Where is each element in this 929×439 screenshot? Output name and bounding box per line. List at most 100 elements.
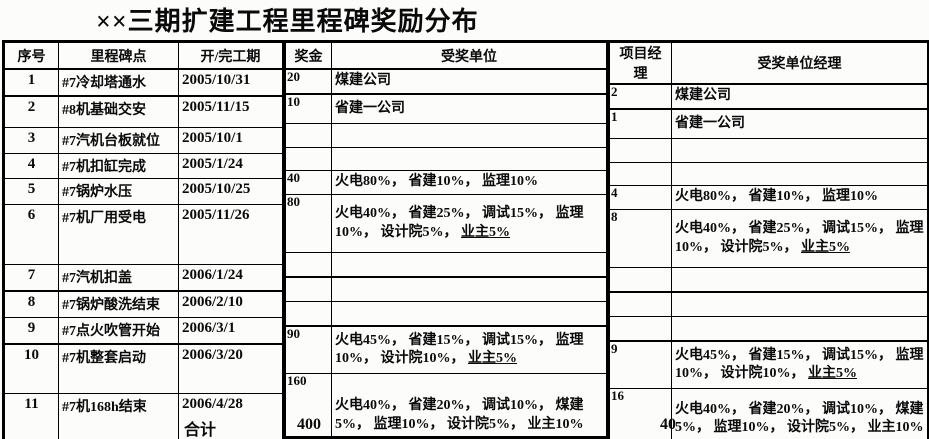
date-cell: 2005/11/26 <box>178 204 284 265</box>
unit-cell <box>331 252 608 278</box>
table-row <box>608 316 929 342</box>
mgr-text-underlined: 业主5% <box>808 366 857 381</box>
unit-cell: 火电80%， 省建10%， 监理10% <box>331 170 608 195</box>
table-row <box>284 301 608 327</box>
unit-cell: 火电45%， 省建15%， 调试15%， 监理10%， 设计院10%， 业主5% <box>331 325 608 374</box>
table-row: 4 #7机扣缸完成 2005/1/24 <box>3 153 284 179</box>
unit-cell: 煤建公司 <box>331 68 608 95</box>
pm-bonus-cell: 9 <box>608 340 672 389</box>
milestone-cell: #7机整套启动 <box>58 343 179 394</box>
unit-cell <box>331 301 608 327</box>
table-row <box>608 162 929 186</box>
row-number-cell: 11 <box>3 393 59 439</box>
table-row: 5 #7锅炉水压 2005/10/25 <box>3 178 284 205</box>
header-unit-mgr: 受奖单位经理 <box>671 41 929 85</box>
mgr-text-underlined: 业主5% <box>801 239 850 255</box>
mgr-text: 煤建公司 <box>675 88 731 104</box>
row-number-cell: 4 <box>3 153 59 179</box>
header-unit: 受奖单位 <box>331 41 608 70</box>
table-row: 16 火电40%， 省建20%， 调试10%， 煤建5%， 监理10%， 设计院5… <box>608 388 929 439</box>
mgr-cell: 火电80%， 省建10%， 监理10% <box>671 185 929 210</box>
row-number-cell: 9 <box>3 317 59 345</box>
row-number-cell: 7 <box>3 264 59 292</box>
bonus-cell: 90 <box>284 325 332 374</box>
unit-text: 火电40%， 省建20%， 调试10%， 煤建5%， 监理10%， 设计院5%，… <box>335 398 584 432</box>
bonus-unit-table: 奖金 受奖单位 20 煤建公司 10 省建一公司 40 火电80%， 省建10%， 监… <box>283 40 609 439</box>
table-row: 7 #7汽机扣盖 2006/1/24 <box>3 264 284 292</box>
table-header-row: 奖金 受奖单位 <box>284 41 608 70</box>
mgr-text: 火电40%， 省建20%， 调试10%， 煤建5%， 监理10%， 设计院5%，… <box>675 401 924 435</box>
bonus-cell <box>284 147 332 171</box>
pm-bonus-cell: 1 <box>608 108 672 139</box>
row-number-cell: 6 <box>3 204 59 265</box>
manager-table: 项目经理 受奖单位经理 2 煤建公司 1 省建一公司 4 火电80%， 省建10%， … <box>607 40 929 439</box>
table-row <box>608 138 929 163</box>
table-row: 6 #7机厂用受电 2005/11/26 <box>3 204 284 265</box>
milestone-cell: #7汽机扣盖 <box>58 264 179 292</box>
date-cell: 2005/11/15 <box>178 95 284 128</box>
pm-bonus-cell <box>608 291 672 317</box>
milestone-cell: #7锅炉水压 <box>58 178 179 205</box>
unit-text: 煤建公司 <box>335 73 391 89</box>
mgr-cell <box>671 267 929 293</box>
row-number-cell: 1 <box>3 68 59 97</box>
unit-cell <box>331 276 608 302</box>
date-cell: 2006/1/24 <box>178 264 284 292</box>
date-cell: 2005/10/1 <box>178 127 284 154</box>
bonus-cell <box>284 301 332 327</box>
unit-text: 火电80%， 省建10%， 监理10% <box>335 174 538 190</box>
table-row: 1 省建一公司 <box>608 108 929 139</box>
mgr-text: 火电40%， 省建25%， 调试15%， 监理10%， 设计院5%， <box>675 221 924 255</box>
table-row: 8 #7锅炉酸洗结束 2006/2/10 <box>3 290 284 318</box>
row-number-cell: 5 <box>3 178 59 205</box>
milestone-cell: #7冷却塔通水 <box>58 68 179 97</box>
bonus-cell: 40 <box>284 170 332 195</box>
table-row: 11 #7机168h结束 2006/4/28 <box>3 393 284 439</box>
unit-text: 火电45%， 省建15%， 调试15%， 监理10%， 设计院10%， <box>335 332 584 366</box>
table-row: 2 #8机基础交安 2005/11/15 <box>3 95 284 128</box>
table-row: 10 省建一公司 <box>284 93 608 124</box>
header-pm: 项目经理 <box>608 41 672 85</box>
header-milestone: 里程碑点 <box>58 41 179 70</box>
table-row: 80 火电40%， 省建25%， 调试15%， 监理10%， 设计院5%， 业主5… <box>284 194 608 253</box>
pm-bonus-cell <box>608 267 672 293</box>
mgr-cell <box>671 138 929 163</box>
mgr-cell <box>671 291 929 317</box>
totals-row: 合计 400 40 <box>0 416 929 439</box>
pm-bonus-cell: 4 <box>608 185 672 210</box>
pm-bonus-cell <box>608 162 672 186</box>
date-cell: 2006/3/20 <box>178 343 284 394</box>
bonus-total: 400 <box>297 416 321 433</box>
mgr-cell: 煤建公司 <box>671 83 929 110</box>
unit-cell: 火电40%， 省建25%， 调试15%， 监理10%， 设计院5%， 业主5% <box>331 194 608 253</box>
date-cell: 2006/3/1 <box>178 317 284 345</box>
unit-text: 省建一公司 <box>335 100 405 116</box>
row-number-cell: 10 <box>3 343 59 394</box>
date-cell: 2005/1/24 <box>178 153 284 179</box>
bonus-cell <box>284 276 332 302</box>
table-header-row: 项目经理 受奖单位经理 <box>608 41 929 85</box>
pm-bonus-cell <box>608 138 672 163</box>
milestone-cell: #8机基础交安 <box>58 95 179 128</box>
mgr-cell: 火电40%， 省建20%， 调试10%， 煤建5%， 监理10%， 设计院5%，… <box>671 388 929 439</box>
mgr-cell: 火电45%， 省建15%， 调试15%， 监理10%， 设计院10%， 业主5% <box>671 340 929 389</box>
mgr-text: 火电80%， 省建10%， 监理10% <box>675 189 878 205</box>
header-date: 开/完工期 <box>178 41 284 70</box>
row-number-cell: 8 <box>3 290 59 318</box>
mgr-cell <box>671 162 929 186</box>
mgr-text: 火电45%， 省建15%， 调试15%， 监理10%， 设计院10%， <box>675 347 924 381</box>
table-row <box>284 252 608 278</box>
milestone-cell: #7机厂用受电 <box>58 204 179 265</box>
bonus-cell <box>284 123 332 148</box>
table-row <box>608 267 929 293</box>
table-row: 10 #7机整套启动 2006/3/20 <box>3 343 284 394</box>
pm-bonus-cell: 8 <box>608 209 672 268</box>
milestone-cell: #7机扣缸完成 <box>58 153 179 179</box>
table-row: 90 火电45%， 省建15%， 调试15%， 监理10%， 设计院10%， 业主… <box>284 325 608 374</box>
header-no: 序号 <box>3 41 59 70</box>
unit-text-underlined: 业主5% <box>461 224 510 240</box>
table-row <box>608 291 929 317</box>
table-row: 4 火电80%， 省建10%， 监理10% <box>608 185 929 210</box>
milestone-cell: #7锅炉酸洗结束 <box>58 290 179 318</box>
